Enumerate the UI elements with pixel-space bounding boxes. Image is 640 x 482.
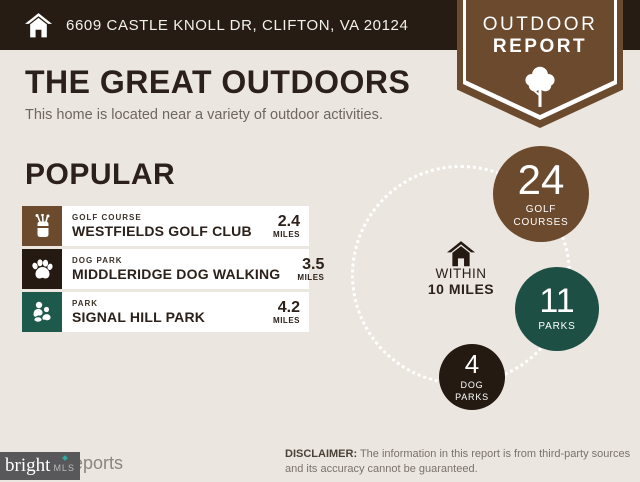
home-icon	[25, 12, 52, 37]
page-subtitle: This home is located near a variety of o…	[25, 107, 383, 123]
item-category: GOLF COURSE	[72, 213, 142, 222]
stat-value: 4	[464, 349, 480, 380]
golf-bag-icon	[35, 214, 50, 237]
stat-bubble-parks: 11 PARKS	[515, 267, 599, 351]
park-people-icon	[33, 301, 51, 322]
disclaimer-text: The information in this report is from t…	[285, 448, 631, 475]
property-address: 6609 CASTLE KNOLL DR, CLIFTON, VA 20124	[66, 16, 409, 34]
item-distance-unit: MILES	[273, 315, 300, 325]
item-distance: 3.5	[302, 255, 325, 273]
item-name: SIGNAL HILL PARK	[72, 309, 206, 325]
popular-heading: POPULAR	[25, 158, 176, 191]
list-item-dog-park[interactable]: DOG PARK MIDDLERIDGE DOG WALKING 3.5 MIL…	[22, 249, 324, 289]
page-title: THE GREAT OUTDOORS	[25, 64, 411, 100]
list-item-golf-course[interactable]: GOLF COURSE WESTFIELDS GOLF CLUB 2.4 MIL…	[22, 206, 309, 246]
within-home-icon	[447, 241, 475, 267]
item-distance: 2.4	[277, 212, 300, 230]
paw-icon	[32, 259, 53, 279]
stat-bubble-golf-courses: 24 GOLF COURSES	[493, 146, 589, 242]
item-category: DOG PARK	[72, 256, 123, 265]
brand-mls-label: MLS	[53, 463, 75, 473]
brand-name: bright	[5, 455, 51, 476]
item-category: PARK	[72, 299, 99, 308]
item-distance-unit: MILES	[297, 272, 325, 282]
stat-value: 11	[539, 282, 575, 321]
stat-label: PARKS	[538, 321, 576, 333]
list-item-park[interactable]: PARK SIGNAL HILL PARK 4.2 MILES	[22, 292, 309, 332]
item-name: WESTFIELDS GOLF CLUB	[72, 223, 252, 239]
disclaimer: DISCLAIMER: The information in this repo…	[285, 447, 632, 477]
disclaimer-label: DISCLAIMER:	[285, 448, 358, 460]
badge-title-line2: REPORT	[492, 36, 588, 57]
within-label: WITHIN	[435, 266, 487, 281]
item-name: MIDDLERIDGE DOG WALKING	[72, 266, 281, 282]
stat-value: 24	[517, 156, 565, 203]
popular-list: GOLF COURSE WESTFIELDS GOLF CLUB 2.4 MIL…	[22, 206, 324, 335]
outdoor-report-badge: OUTDOOR REPORT	[457, 0, 623, 128]
brightmls-logo: bright MLS	[0, 452, 80, 480]
item-distance: 4.2	[277, 298, 300, 316]
stat-bubble-dog-parks: 4 DOG PARKS	[439, 344, 505, 410]
stat-label: GOLF COURSES	[513, 204, 569, 228]
badge-title-line1: OUTDOOR	[482, 14, 598, 35]
within-distance: 10 MILES	[427, 281, 495, 297]
tree-icon	[525, 66, 555, 107]
stat-label: DOG PARKS	[455, 380, 489, 402]
item-distance-unit: MILES	[273, 229, 300, 239]
